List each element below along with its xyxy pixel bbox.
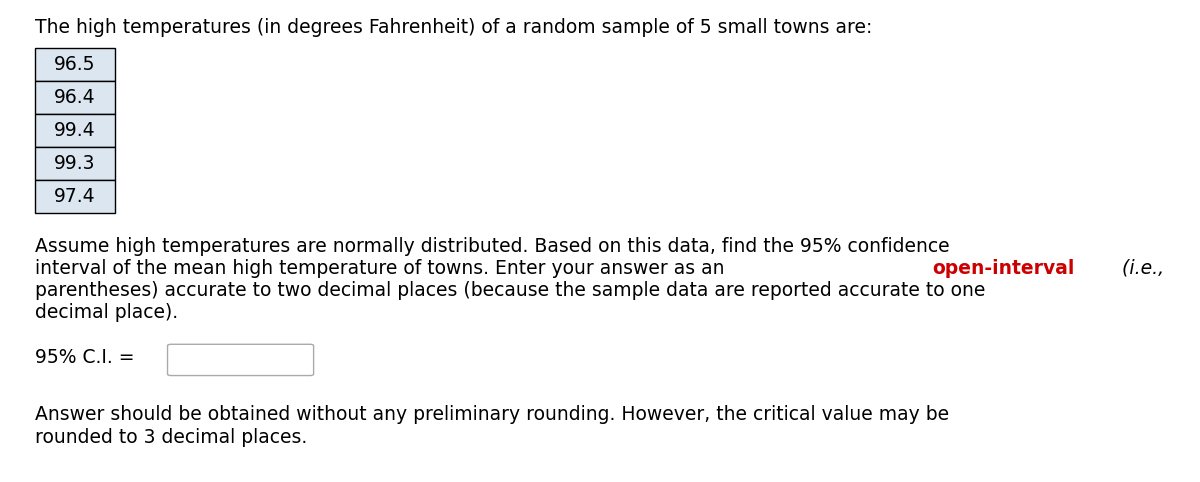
Text: parentheses) accurate to two decimal places (because the sample data are reporte: parentheses) accurate to two decimal pla… [35,281,985,300]
Text: decimal place).: decimal place). [35,303,178,322]
Text: Assume high temperatures are normally distributed. Based on this data, find the : Assume high temperatures are normally di… [35,237,949,256]
Text: (i.e.,: (i.e., [1116,259,1164,278]
Bar [35,114,115,147]
FancyBboxPatch shape [168,344,313,375]
Bar [35,48,115,81]
Text: 99.3: 99.3 [54,154,96,173]
Text: interval of the mean high temperature of towns. Enter your answer as an: interval of the mean high temperature of… [35,259,731,278]
Text: Answer should be obtained without any preliminary rounding. However, the critica: Answer should be obtained without any pr… [35,405,949,424]
Text: 95% C.I. =: 95% C.I. = [35,348,140,367]
Bar [35,147,115,180]
Text: 96.5: 96.5 [54,55,96,74]
Text: 99.4: 99.4 [54,121,96,140]
Text: 96.4: 96.4 [54,88,96,107]
Text: The high temperatures (in degrees Fahrenheit) of a random sample of 5 small town: The high temperatures (in degrees Fahren… [35,18,872,37]
Text: rounded to 3 decimal places.: rounded to 3 decimal places. [35,428,307,447]
Text: open-interval: open-interval [932,259,1075,278]
Text: 97.4: 97.4 [54,187,96,206]
Bar [35,81,115,114]
Bar [35,180,115,213]
